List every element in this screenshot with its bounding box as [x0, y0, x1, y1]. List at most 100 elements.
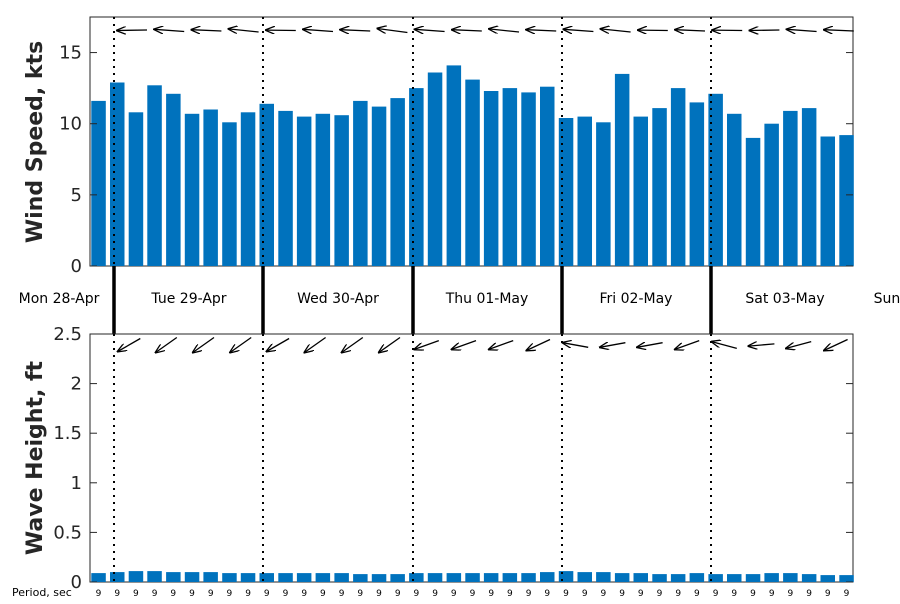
wind-bar: [802, 108, 817, 266]
wind-bar: [222, 122, 237, 266]
wave-bar: [615, 573, 630, 582]
period-value: 9: [451, 589, 457, 599]
period-value: 9: [133, 589, 139, 599]
wave-bar: [465, 573, 480, 582]
period-value: 9: [320, 589, 326, 599]
wind-bar: [727, 114, 742, 266]
wind-bar: [764, 124, 779, 266]
wave-bar: [166, 572, 181, 582]
wind-bar: [821, 137, 836, 267]
period-value: 9: [806, 589, 812, 599]
wind-bar: [596, 122, 611, 266]
period-value: 9: [189, 589, 195, 599]
wind-bar: [334, 115, 349, 266]
period-value: 9: [825, 589, 831, 599]
wave-bar: [260, 573, 275, 582]
wind-bar: [91, 101, 106, 266]
day-label: Fri 02-May: [600, 291, 673, 307]
wave-axes-box: [90, 334, 853, 582]
wind-tick-label: 15: [59, 43, 82, 64]
wave-bar: [540, 572, 555, 582]
wind-bar: [540, 87, 555, 266]
wind-bar: [484, 91, 499, 266]
period-value: 9: [432, 589, 438, 599]
wave-bar: [185, 572, 200, 582]
period-value: 9: [395, 589, 401, 599]
wind-tick-label: 5: [71, 185, 82, 206]
wave-bar: [278, 573, 293, 582]
wind-bar: [278, 111, 293, 266]
wave-bar: [559, 571, 574, 582]
day-label: Tue 29-Apr: [150, 291, 226, 307]
wave-bar: [203, 572, 218, 582]
wave-bar: [821, 575, 836, 582]
period-value: 9: [488, 589, 494, 599]
day-label: Thu 01-May: [445, 291, 529, 307]
period-value: 9: [114, 589, 120, 599]
wind-bar: [372, 107, 387, 266]
wave-bar: [690, 573, 705, 582]
period-value: 9: [638, 589, 644, 599]
period-value: 9: [339, 589, 345, 599]
period-value: 9: [601, 589, 607, 599]
period-value: 9: [227, 589, 233, 599]
period-value: 9: [245, 589, 251, 599]
wind-bar: [260, 104, 275, 266]
wave-bar: [91, 573, 106, 582]
wave-tick-label: 2: [71, 374, 82, 395]
period-value: 9: [750, 589, 756, 599]
wave-bar: [802, 574, 817, 582]
wave-bar: [634, 573, 649, 582]
wave-bar: [727, 574, 742, 582]
period-value: 9: [657, 589, 663, 599]
wind-bar: [521, 92, 536, 266]
period-value: 9: [283, 589, 289, 599]
period-value: 9: [694, 589, 700, 599]
wave-bar: [596, 572, 611, 582]
wave-height-panel: 00.511.522.5 Wave Height, ft: [23, 324, 854, 593]
period-value: 9: [264, 589, 270, 599]
period-value: 9: [788, 589, 794, 599]
period-value: 9: [619, 589, 625, 599]
wind-bar: [652, 108, 667, 266]
period-value: 9: [208, 589, 214, 599]
wave-bar: [652, 574, 667, 582]
wind-bar: [428, 73, 443, 267]
wave-bar: [764, 573, 779, 582]
wind-bar: [839, 135, 854, 266]
wind-bar: [465, 80, 480, 266]
wave-y-axis-label: Wave Height, ft: [23, 360, 48, 555]
period-value: 9: [170, 589, 176, 599]
wind-bar: [166, 94, 181, 266]
wave-bar: [409, 573, 424, 582]
wave-bar: [484, 573, 499, 582]
wind-bar: [110, 83, 125, 267]
wave-bar: [503, 573, 517, 582]
wind-arrow: [117, 30, 147, 31]
wind-bar: [316, 114, 331, 266]
wind-bar: [409, 88, 424, 266]
wind-bar: [615, 74, 630, 266]
wave-bar: [110, 572, 125, 582]
wave-bar: [147, 571, 162, 582]
period-value: 9: [713, 589, 719, 599]
wind-bar: [503, 88, 517, 266]
period-value: 9: [357, 589, 363, 599]
wave-bar: [241, 573, 256, 582]
period-value: 9: [731, 589, 737, 599]
wave-bar: [746, 574, 761, 582]
wave-bar: [671, 574, 686, 582]
wave-bar: [783, 573, 798, 582]
wave-bar: [578, 572, 593, 582]
wind-bar: [297, 117, 312, 266]
period-value: 9: [376, 589, 382, 599]
wave-bar: [390, 574, 405, 582]
wave-bar: [447, 573, 462, 582]
wave-tick-label: 0.5: [53, 522, 82, 543]
wave-tick-label: 0: [71, 572, 82, 593]
period-value: 9: [152, 589, 158, 599]
wind-bar: [203, 110, 218, 267]
